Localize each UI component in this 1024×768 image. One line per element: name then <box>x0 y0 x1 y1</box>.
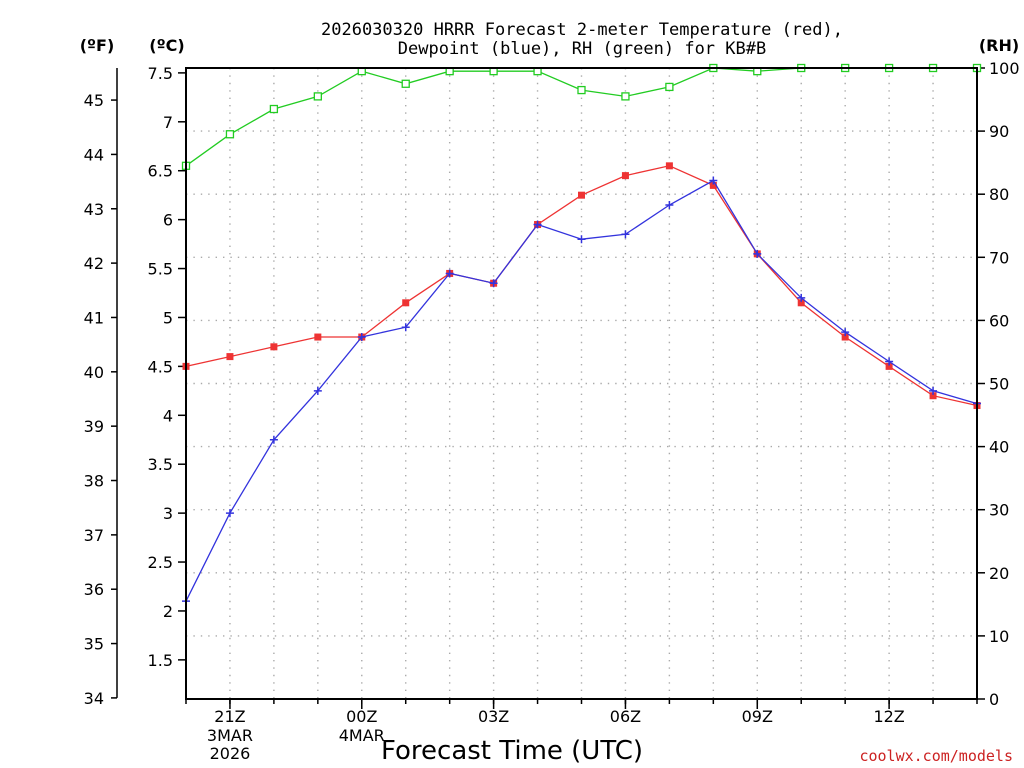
chart-title-line2: Dewpoint (blue), RH (green) for KB#B <box>398 39 766 59</box>
rh-tick-label: 40 <box>989 438 1009 457</box>
dewpoint-point <box>445 269 454 278</box>
dewpoint-point <box>753 249 762 258</box>
x-date-label: 4MAR <box>339 726 385 745</box>
temperature-point <box>578 191 585 199</box>
celsius-tick-label: 6 <box>163 211 173 230</box>
temperature-point <box>929 392 937 400</box>
temperature-point <box>665 162 673 170</box>
rh-tick-label: 0 <box>989 690 999 709</box>
dewpoint-point <box>313 386 322 395</box>
rh-tick-label: 10 <box>989 627 1009 646</box>
gridlines <box>186 68 977 699</box>
celsius-tick-label: 5 <box>163 308 173 327</box>
celsius-tick-label: 5.5 <box>148 260 173 279</box>
rh-point <box>401 79 410 88</box>
plot-frame <box>185 67 978 700</box>
temperature-point <box>402 299 410 307</box>
dewpoint-point <box>577 235 586 244</box>
rh-point <box>577 85 586 95</box>
fahrenheit-tick-label: 45 <box>84 91 104 110</box>
fahrenheit-unit-label: (ºF) <box>80 36 115 55</box>
x-tick-label: 21Z <box>214 707 245 726</box>
rh-tick-label: 100 <box>989 59 1020 78</box>
dewpoint-point <box>841 328 850 337</box>
rh-series-line <box>185 67 977 167</box>
celsius-unit-label: (ºC) <box>149 36 184 55</box>
credit-text: coolwx.com/models <box>859 747 1013 765</box>
rh-tick-label: 50 <box>989 375 1009 394</box>
fahrenheit-tick-label: 39 <box>84 417 104 436</box>
celsius-tick-label: 3 <box>163 504 173 523</box>
fahrenheit-tick-label: 41 <box>84 308 104 327</box>
celsius-tick-label: 7.5 <box>148 64 173 83</box>
x-tick-label: 09Z <box>742 707 773 726</box>
temperature-point <box>841 333 849 341</box>
dewpoint-point <box>225 509 234 518</box>
x-tick-label: 12Z <box>873 707 904 726</box>
temperature-point <box>314 333 322 341</box>
dewpoint-point <box>709 176 718 185</box>
rh-tick-label: 60 <box>989 311 1009 330</box>
dewpoint-point <box>665 200 674 209</box>
left-axis: 34 35 36 37 38 39 40 41 42 43 44 45 1.5 2 2.5 3 3.5 4 4.5 5… <box>84 64 186 708</box>
rh-tick-label: 30 <box>989 501 1009 520</box>
rh-tick-label: 20 <box>989 564 1009 583</box>
dewpoint-series-line <box>185 179 978 602</box>
fahrenheit-tick-label: 35 <box>84 635 104 654</box>
celsius-tick-label: 6.5 <box>148 162 173 181</box>
rh-tick-label: 90 <box>989 122 1009 141</box>
fahrenheit-tick-label: 43 <box>84 200 104 219</box>
celsius-tick-label: 7 <box>163 113 173 132</box>
rh-unit-label: (RH) <box>979 36 1019 55</box>
rh-point <box>665 82 674 92</box>
fahrenheit-tick-label: 36 <box>84 580 104 599</box>
dewpoint-point <box>533 220 542 229</box>
fahrenheit-tick-label: 38 <box>84 472 104 491</box>
rh-point <box>621 92 630 101</box>
temperature-point <box>797 299 805 307</box>
fahrenheit-tick-label: 40 <box>84 363 104 382</box>
dewpoint-point <box>885 357 894 366</box>
temperature-point <box>621 172 629 180</box>
temperature-point <box>226 353 234 361</box>
dewpoint-point <box>929 386 938 395</box>
dewpoint-point <box>489 279 498 288</box>
fahrenheit-tick-label: 42 <box>84 254 104 273</box>
x-year-label: 2026 <box>210 744 251 763</box>
temperature-point <box>885 362 893 370</box>
x-tick-label: 06Z <box>610 707 641 726</box>
fahrenheit-tick-label: 37 <box>84 526 104 545</box>
x-axis-title: Forecast Time (UTC) <box>381 736 643 766</box>
x-tick-label: 03Z <box>478 707 509 726</box>
celsius-tick-label: 1.5 <box>148 651 173 670</box>
x-date-label: 3MAR <box>207 726 253 745</box>
dewpoint-point <box>621 230 630 239</box>
rh-tick-label: 80 <box>989 185 1009 204</box>
celsius-tick-label: 2.5 <box>148 553 173 572</box>
rh-point <box>269 104 279 114</box>
temperature-point <box>709 181 717 189</box>
dewpoint-point <box>269 435 278 444</box>
celsius-tick-label: 4 <box>163 406 173 425</box>
fahrenheit-tick-label: 44 <box>84 145 104 164</box>
dewpoint-point <box>357 333 366 342</box>
dewpoint-point <box>797 293 806 302</box>
celsius-tick-label: 3.5 <box>148 455 173 474</box>
x-tick-label: 00Z <box>346 707 377 726</box>
dewpoint-point <box>401 323 410 332</box>
rh-point <box>225 130 235 139</box>
rh-tick-label: 70 <box>989 248 1009 267</box>
fahrenheit-tick-label: 34 <box>84 689 104 708</box>
chart-title-line1: 2026030320 HRRR Forecast 2-meter Tempera… <box>321 20 843 40</box>
celsius-tick-label: 4.5 <box>148 357 173 376</box>
celsius-tick-label: 2 <box>163 602 173 621</box>
right-axis: 0 10 20 30 40 50 60 70 80 90 100 <box>977 59 1020 709</box>
rh-point <box>313 92 322 101</box>
temperature-point <box>270 343 278 351</box>
